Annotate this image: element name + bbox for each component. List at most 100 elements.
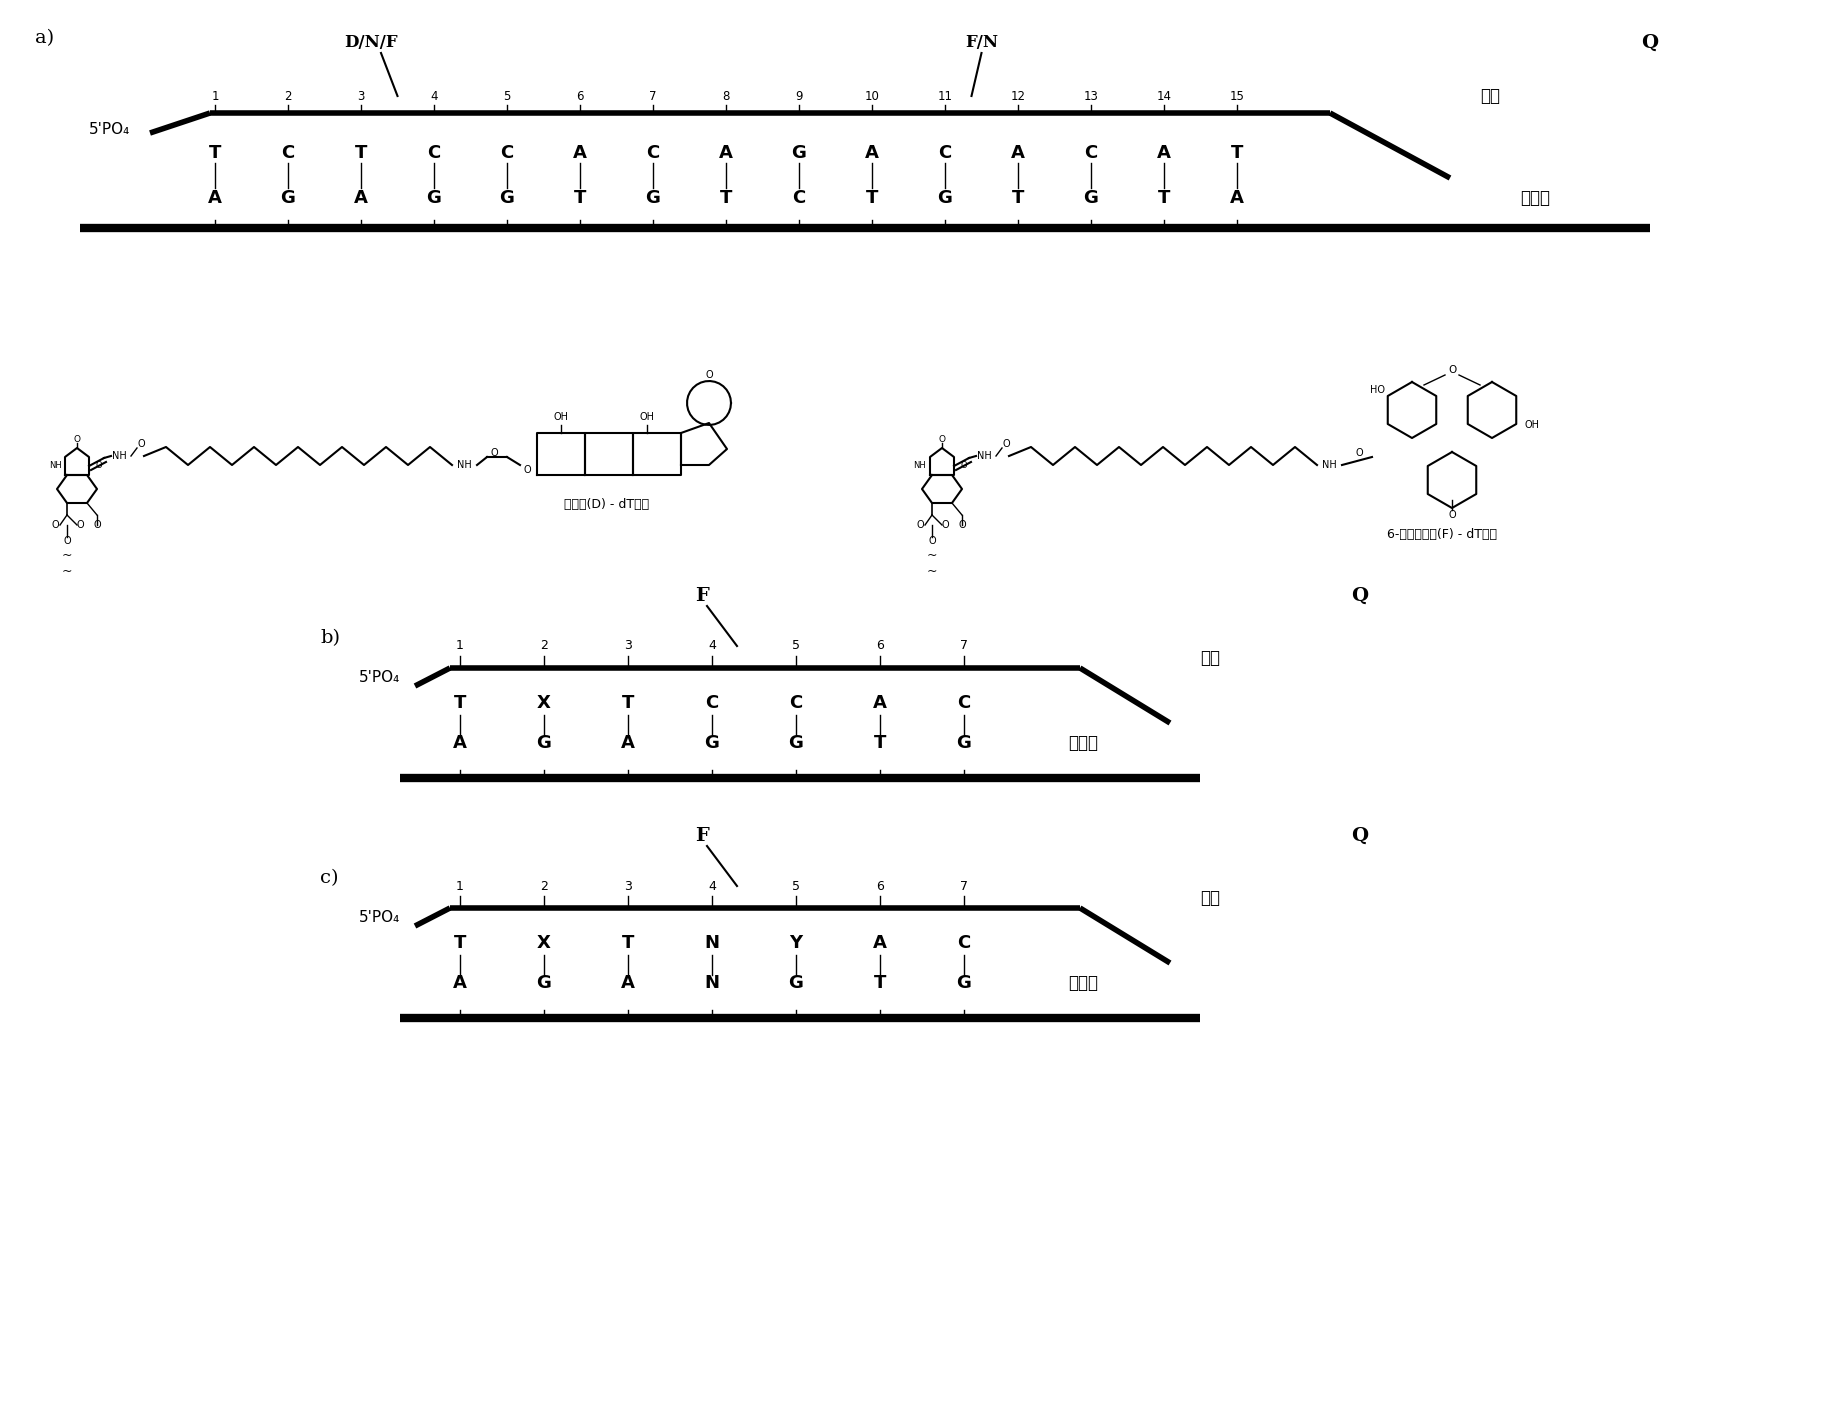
- Text: ~: ~: [62, 565, 73, 577]
- Text: O: O: [1447, 365, 1455, 375]
- Text: G: G: [500, 189, 514, 207]
- Text: Y: Y: [789, 934, 802, 952]
- Text: C: C: [937, 144, 952, 162]
- Text: 10: 10: [864, 90, 879, 103]
- Text: X: X: [536, 934, 551, 952]
- Text: G: G: [645, 189, 660, 207]
- Text: C: C: [500, 144, 514, 162]
- Text: O: O: [957, 520, 966, 529]
- Text: A: A: [1010, 144, 1025, 162]
- Text: T: T: [454, 934, 467, 952]
- Text: 2: 2: [284, 90, 292, 103]
- Text: G: G: [281, 189, 295, 207]
- Text: T: T: [622, 934, 634, 952]
- Text: OH: OH: [640, 413, 654, 422]
- Text: O: O: [93, 520, 100, 529]
- Text: ~: ~: [926, 549, 937, 562]
- Text: G: G: [788, 974, 802, 993]
- Text: G: G: [937, 189, 952, 207]
- Text: O: O: [961, 462, 966, 470]
- Text: A: A: [1229, 189, 1243, 207]
- Text: 5: 5: [791, 880, 800, 893]
- Text: 11: 11: [937, 90, 952, 103]
- Text: G: G: [427, 189, 441, 207]
- Text: NH: NH: [975, 451, 992, 460]
- Text: Q: Q: [1351, 587, 1367, 605]
- Text: 1: 1: [456, 639, 463, 652]
- Text: 探针: 探针: [1200, 649, 1220, 667]
- Text: X: X: [536, 694, 551, 712]
- Text: 9: 9: [795, 90, 802, 103]
- Text: C: C: [645, 144, 660, 162]
- Text: C: C: [706, 694, 718, 712]
- Text: 3: 3: [357, 90, 365, 103]
- Text: T: T: [873, 974, 886, 993]
- Text: A: A: [572, 144, 587, 162]
- Text: O: O: [64, 536, 71, 546]
- Text: T: T: [622, 694, 634, 712]
- Text: 6: 6: [576, 90, 583, 103]
- Text: O: O: [941, 520, 948, 529]
- Text: OH: OH: [552, 413, 569, 422]
- Text: Q: Q: [1641, 34, 1657, 52]
- Text: A: A: [452, 974, 467, 993]
- Text: 5: 5: [791, 639, 800, 652]
- Text: Q: Q: [1351, 826, 1367, 845]
- Text: G: G: [955, 974, 972, 993]
- Text: O: O: [915, 520, 922, 529]
- Text: F/N: F/N: [964, 35, 997, 52]
- Text: 7: 7: [649, 90, 656, 103]
- Text: T: T: [873, 734, 886, 752]
- Text: 目标链: 目标链: [1519, 189, 1550, 207]
- Text: C: C: [791, 189, 806, 207]
- Text: G: G: [536, 734, 551, 752]
- Text: 6: 6: [875, 639, 884, 652]
- Text: C: C: [957, 934, 970, 952]
- Text: G: G: [788, 734, 802, 752]
- Text: A: A: [873, 934, 886, 952]
- Text: NH: NH: [111, 451, 126, 460]
- Text: O: O: [73, 435, 80, 445]
- Text: 4: 4: [707, 880, 716, 893]
- Text: c): c): [319, 869, 339, 887]
- Text: 1: 1: [456, 880, 463, 893]
- Text: D/N/F: D/N/F: [345, 35, 397, 52]
- Text: O: O: [1001, 439, 1010, 449]
- Text: O: O: [939, 435, 944, 445]
- Text: N: N: [704, 974, 718, 993]
- Text: G: G: [955, 734, 972, 752]
- Text: 5'PO₄: 5'PO₄: [89, 122, 131, 138]
- Text: 5'PO₄: 5'PO₄: [359, 670, 401, 686]
- Text: A: A: [354, 189, 368, 207]
- Text: O: O: [77, 520, 84, 529]
- Text: 2: 2: [540, 639, 547, 652]
- Text: 8: 8: [722, 90, 729, 103]
- Text: C: C: [957, 694, 970, 712]
- Text: F: F: [695, 587, 709, 605]
- Text: 6: 6: [875, 880, 884, 893]
- Text: C: C: [1085, 144, 1097, 162]
- Text: O: O: [51, 520, 58, 529]
- Text: 3: 3: [623, 880, 631, 893]
- Text: F: F: [695, 826, 709, 845]
- Text: N: N: [704, 934, 718, 952]
- Text: 4: 4: [707, 639, 716, 652]
- Text: ~: ~: [62, 549, 73, 562]
- Text: T: T: [1012, 189, 1025, 207]
- Text: 6-瑶基荧光素(F) - dT标记: 6-瑶基荧光素(F) - dT标记: [1385, 528, 1497, 542]
- Text: O: O: [1447, 510, 1455, 520]
- Text: T: T: [574, 189, 585, 207]
- Text: A: A: [620, 974, 634, 993]
- Text: NH: NH: [49, 462, 62, 470]
- Text: T: T: [720, 189, 731, 207]
- Text: 目标链: 目标链: [1068, 974, 1097, 993]
- Text: 2: 2: [540, 880, 547, 893]
- Text: 14: 14: [1156, 90, 1170, 103]
- Text: 13: 13: [1083, 90, 1097, 103]
- Text: 4: 4: [430, 90, 438, 103]
- Text: A: A: [452, 734, 467, 752]
- Text: A: A: [620, 734, 634, 752]
- Text: NH: NH: [913, 462, 926, 470]
- Text: O: O: [523, 465, 530, 474]
- Text: OH: OH: [1524, 420, 1539, 429]
